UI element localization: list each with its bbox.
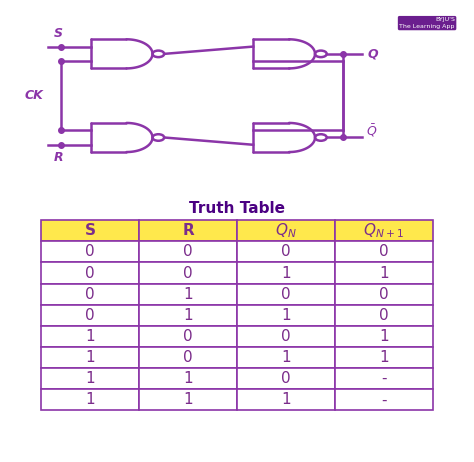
Bar: [335, 220, 433, 241]
Text: Q: Q: [367, 48, 378, 61]
Text: 1: 1: [183, 392, 193, 407]
Text: 0: 0: [85, 308, 95, 323]
Bar: [335, 368, 433, 389]
Bar: [335, 305, 433, 326]
Bar: [335, 262, 433, 284]
Text: 0: 0: [379, 287, 389, 302]
Text: S: S: [54, 27, 63, 40]
Bar: [139, 262, 237, 284]
Text: CK: CK: [25, 89, 44, 102]
Text: 1: 1: [183, 308, 193, 323]
Text: $Q_{N+1}$: $Q_{N+1}$: [364, 221, 404, 240]
Bar: [139, 389, 237, 410]
Text: BYJU'S
The Learning App: BYJU'S The Learning App: [400, 18, 455, 29]
Bar: [41, 262, 139, 284]
Text: 1: 1: [85, 371, 95, 386]
Bar: [139, 220, 237, 241]
Bar: [237, 347, 335, 368]
Text: 1: 1: [281, 350, 291, 365]
Text: -: -: [381, 371, 386, 386]
Text: S: S: [85, 223, 96, 238]
Bar: [139, 326, 237, 347]
Text: R: R: [54, 151, 63, 164]
Text: 1: 1: [183, 371, 193, 386]
Bar: [237, 241, 335, 262]
Bar: [237, 220, 335, 241]
Text: 0: 0: [379, 244, 389, 260]
Text: Truth Table: Truth Table: [189, 201, 285, 216]
Text: 1: 1: [85, 350, 95, 365]
Bar: [41, 347, 139, 368]
Text: 0: 0: [183, 329, 193, 344]
Bar: [335, 326, 433, 347]
Text: 1: 1: [281, 266, 291, 280]
Text: 1: 1: [379, 350, 389, 365]
Text: $\bar{Q}$: $\bar{Q}$: [366, 123, 377, 140]
Bar: [237, 305, 335, 326]
Text: -: -: [381, 392, 386, 407]
Text: 0: 0: [281, 371, 291, 386]
Text: 0: 0: [379, 308, 389, 323]
Text: 1: 1: [281, 308, 291, 323]
Bar: [335, 241, 433, 262]
Bar: [41, 368, 139, 389]
Bar: [41, 220, 139, 241]
Text: 0: 0: [183, 350, 193, 365]
Bar: [237, 284, 335, 305]
Text: 1: 1: [281, 392, 291, 407]
Text: 1: 1: [85, 329, 95, 344]
Bar: [237, 326, 335, 347]
Text: 0: 0: [85, 287, 95, 302]
Text: 0: 0: [183, 266, 193, 280]
Text: 0: 0: [85, 266, 95, 280]
Bar: [139, 241, 237, 262]
Bar: [335, 389, 433, 410]
Bar: [139, 368, 237, 389]
Bar: [237, 262, 335, 284]
Text: 1: 1: [379, 266, 389, 280]
Text: 1: 1: [379, 329, 389, 344]
Bar: [237, 389, 335, 410]
Bar: [139, 305, 237, 326]
Text: 1: 1: [85, 392, 95, 407]
Text: $Q_N$: $Q_N$: [275, 221, 297, 240]
Text: 0: 0: [281, 329, 291, 344]
Bar: [41, 389, 139, 410]
Bar: [335, 284, 433, 305]
Text: R: R: [182, 223, 194, 238]
Bar: [41, 305, 139, 326]
Bar: [41, 284, 139, 305]
Bar: [335, 347, 433, 368]
Text: 1: 1: [183, 287, 193, 302]
Text: 0: 0: [281, 287, 291, 302]
Bar: [41, 326, 139, 347]
Bar: [41, 241, 139, 262]
Text: 0: 0: [85, 244, 95, 260]
Bar: [139, 284, 237, 305]
Text: 0: 0: [183, 244, 193, 260]
Bar: [139, 347, 237, 368]
Text: 0: 0: [281, 244, 291, 260]
Bar: [237, 368, 335, 389]
